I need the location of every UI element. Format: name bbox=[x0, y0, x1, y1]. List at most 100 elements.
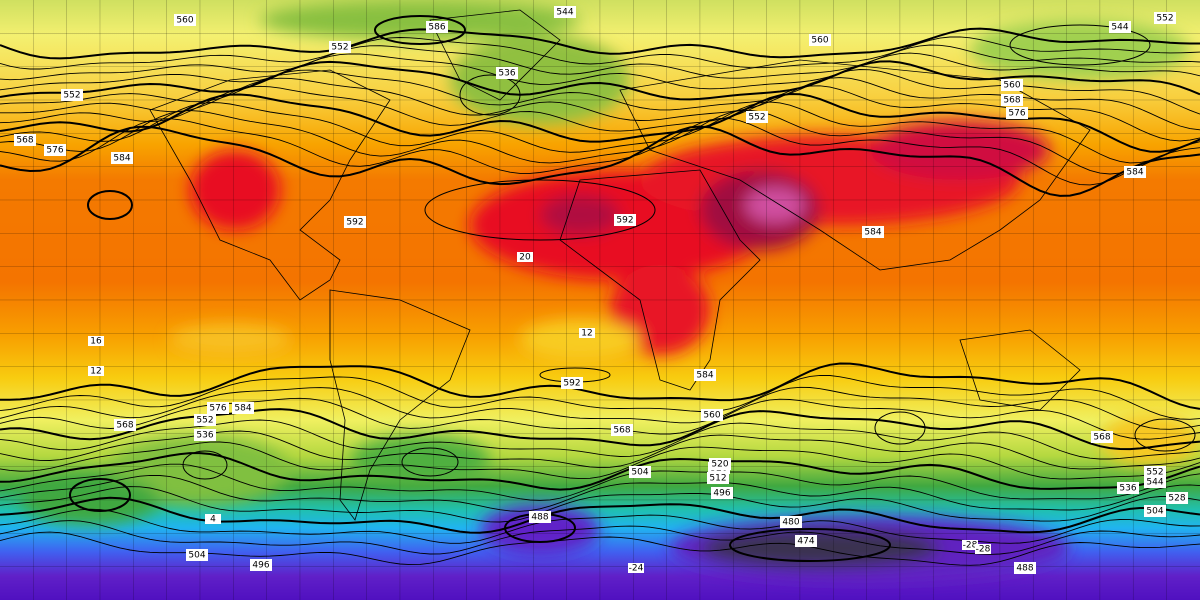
label-box bbox=[795, 535, 817, 547]
contour-label: 584 bbox=[113, 154, 130, 164]
label-box bbox=[694, 369, 716, 381]
label-box bbox=[1144, 466, 1166, 478]
label-box bbox=[88, 366, 104, 376]
label-box bbox=[554, 6, 576, 18]
label-box bbox=[1001, 94, 1023, 106]
label-box bbox=[780, 516, 802, 528]
contour-label: 576 bbox=[209, 404, 226, 414]
closed-contour bbox=[459, 74, 521, 116]
eurasia bbox=[619, 59, 1091, 271]
contour-label: 504 bbox=[1146, 507, 1163, 517]
contour-label: 552 bbox=[1146, 468, 1163, 478]
contour-label: 560 bbox=[703, 411, 720, 421]
contour-line bbox=[0, 60, 1200, 101]
contour-label: 560 bbox=[1003, 81, 1020, 91]
contour-label: 496 bbox=[713, 489, 730, 499]
contour-label: 512 bbox=[709, 474, 726, 484]
contour-line bbox=[0, 386, 1200, 430]
contour-label: 576 bbox=[46, 146, 63, 156]
contour-line bbox=[0, 36, 1200, 70]
contour-label: 504 bbox=[188, 551, 205, 561]
contour-line bbox=[0, 419, 1200, 460]
contour-label: 536 bbox=[498, 69, 515, 79]
contour-label: 536 bbox=[196, 431, 213, 441]
contour-label: 584 bbox=[696, 371, 713, 381]
label-box bbox=[561, 377, 583, 389]
label-box bbox=[329, 41, 351, 53]
label-box bbox=[611, 424, 633, 436]
contour-line bbox=[0, 463, 1200, 501]
label-box bbox=[629, 466, 651, 478]
contour-line bbox=[0, 109, 1200, 175]
contour-label: 592 bbox=[563, 379, 580, 389]
label-box bbox=[711, 487, 733, 499]
label-box bbox=[344, 216, 366, 228]
label-box bbox=[496, 67, 518, 79]
label-box bbox=[14, 134, 36, 146]
closed-contour bbox=[401, 447, 459, 477]
contour-line bbox=[0, 125, 1200, 197]
contour-line bbox=[0, 397, 1200, 440]
temperature-label: 4 bbox=[210, 515, 216, 525]
contour-label: 528 bbox=[1168, 494, 1185, 504]
contour-line bbox=[0, 27, 1200, 60]
contour-label: 584 bbox=[864, 228, 881, 238]
contour-label: 560 bbox=[811, 36, 828, 46]
contour-label: 552 bbox=[331, 43, 348, 53]
label-box bbox=[186, 549, 208, 561]
contour-label: 488 bbox=[531, 513, 548, 523]
contour-label: 480 bbox=[782, 518, 799, 528]
contour-label: 496 bbox=[252, 561, 269, 571]
label-box bbox=[579, 328, 595, 338]
contour-label: 568 bbox=[1093, 433, 1110, 443]
label-box bbox=[205, 514, 221, 524]
temperature-label: 20 bbox=[519, 253, 531, 263]
temperature-label: 12 bbox=[90, 367, 101, 377]
label-box bbox=[250, 559, 272, 571]
label-box bbox=[1154, 12, 1176, 24]
contour-line bbox=[0, 486, 1200, 523]
label-box bbox=[1144, 476, 1166, 488]
contour-label: 474 bbox=[797, 537, 814, 547]
contour-line bbox=[0, 85, 1200, 142]
contour-label: 544 bbox=[1146, 478, 1163, 488]
label-box bbox=[746, 111, 768, 123]
closed-contour bbox=[1134, 418, 1196, 452]
label-box bbox=[1001, 79, 1023, 91]
temperature-label: -28 bbox=[963, 541, 978, 551]
closed-contour bbox=[1009, 24, 1151, 66]
label-box bbox=[426, 21, 448, 33]
label-box bbox=[1124, 166, 1146, 178]
contour-label: 504 bbox=[631, 468, 648, 478]
contour-line bbox=[0, 92, 1200, 153]
label-box bbox=[232, 402, 254, 414]
label-box bbox=[1166, 492, 1188, 504]
contour-line bbox=[0, 69, 1200, 115]
label-box bbox=[529, 511, 551, 523]
contour-line bbox=[0, 44, 1200, 81]
label-box bbox=[962, 540, 978, 550]
contour-label: 586 bbox=[428, 23, 445, 33]
greenland bbox=[429, 9, 561, 101]
contour-labels: 5605445525865525605445365525685765845605… bbox=[14, 6, 1188, 574]
temperature-label: 12 bbox=[581, 329, 592, 339]
height-contours bbox=[0, 15, 1200, 566]
contour-label: 592 bbox=[346, 218, 363, 228]
closed-contour bbox=[69, 478, 131, 512]
label-box bbox=[61, 89, 83, 101]
label-box bbox=[1014, 562, 1036, 574]
label-box bbox=[114, 419, 136, 431]
label-box bbox=[111, 152, 133, 164]
contour-label: 544 bbox=[1111, 23, 1128, 33]
label-box bbox=[628, 563, 644, 573]
contour-label: 552 bbox=[748, 113, 765, 123]
contour-line bbox=[0, 52, 1200, 91]
contour-label: 584 bbox=[234, 404, 251, 414]
label-box bbox=[975, 544, 991, 554]
label-box bbox=[207, 402, 229, 414]
contour-line bbox=[0, 520, 1200, 555]
label-box bbox=[707, 472, 729, 484]
contour-label: 568 bbox=[16, 136, 33, 146]
